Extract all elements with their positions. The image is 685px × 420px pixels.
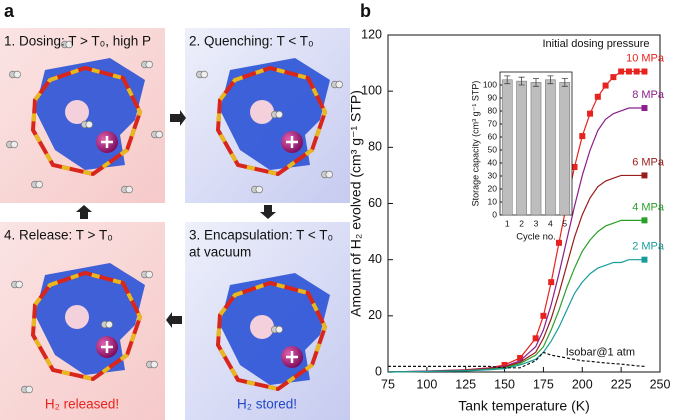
- marker: [517, 354, 524, 361]
- series-label: 6 MPa: [632, 156, 665, 168]
- panel-label: a: [4, 1, 15, 21]
- x-axis-label: Cycle no.: [516, 232, 556, 243]
- y-tick-label: 40: [488, 157, 498, 167]
- bar: [545, 79, 556, 216]
- step-title: 4. Release: T > T₀: [4, 228, 113, 243]
- x-tick-label: 1: [505, 218, 510, 228]
- panel-a: a 1. Dosing: T > T₀, high P 2. Quenching…: [0, 1, 350, 420]
- x-tick-label: 75: [381, 377, 395, 391]
- marker: [594, 93, 601, 100]
- panel-b: b75 100 125 150 175 200 225 250020406080100120T…: [348, 1, 671, 414]
- x-tick-label: 250: [650, 377, 671, 391]
- error-bar: [547, 75, 554, 85]
- annotation: Initial dosing pressure: [542, 38, 649, 50]
- marker: [587, 110, 594, 117]
- status: H₂ stored!: [237, 397, 297, 412]
- step-note: at vacuum: [189, 245, 251, 260]
- x-tick-label: 125: [455, 377, 476, 391]
- marker: [633, 68, 640, 75]
- y-tick-label: 80: [488, 105, 498, 115]
- y-tick-label: 10: [488, 196, 498, 206]
- x-axis-label: Tank temperature (K): [458, 398, 590, 414]
- flow-arrows: [76, 110, 276, 328]
- y-tick-label: 80: [368, 140, 382, 154]
- y-tick-label: 70: [488, 118, 498, 128]
- series-label: Isobar@1 atm: [566, 346, 635, 358]
- series-label: 8 MPa: [632, 89, 665, 101]
- y-tick-label: 60: [368, 196, 382, 210]
- series-line: [388, 351, 645, 369]
- status: H₂ released!: [45, 397, 119, 412]
- x-tick-label: 225: [611, 377, 632, 391]
- error-bar: [533, 78, 539, 87]
- marker: [641, 105, 648, 112]
- marker: [618, 68, 625, 75]
- y-tick-label: 30: [488, 170, 498, 180]
- bar: [530, 82, 542, 216]
- error-bar: [518, 76, 525, 86]
- marker: [548, 279, 555, 286]
- marker: [641, 217, 648, 224]
- y-tick-label: 90: [488, 92, 498, 102]
- marker: [610, 74, 617, 81]
- bar: [516, 80, 527, 216]
- y-axis-label: Amount of H₂ evolved (cm³ g⁻¹ STP): [348, 90, 364, 317]
- y-tick-label: 100: [361, 83, 382, 97]
- marker: [501, 361, 508, 368]
- marker: [641, 256, 648, 263]
- error-bar: [504, 75, 511, 85]
- series-line: [387, 219, 645, 373]
- marker: [625, 68, 632, 75]
- marker: [571, 163, 578, 170]
- y-tick-label: 0: [375, 364, 382, 378]
- x-tick-label: 100: [416, 377, 437, 391]
- y-tick-label: 50: [488, 144, 498, 154]
- x-tick-label: 4: [548, 218, 553, 228]
- y-tick-label: 60: [488, 131, 498, 141]
- marker: [602, 82, 609, 89]
- y-tick-label: 0: [492, 209, 497, 219]
- y-tick-label: 20: [368, 308, 382, 322]
- y-tick-label: 20: [488, 183, 498, 193]
- marker: [641, 68, 648, 75]
- error-bar: [561, 78, 568, 87]
- y-tick-label: 40: [368, 252, 382, 266]
- series-label: 10 MPa: [626, 52, 665, 64]
- series-line: [387, 259, 645, 373]
- marker: [641, 172, 648, 179]
- series-label: 2 MPa: [632, 241, 665, 253]
- marker: [532, 335, 539, 342]
- marker: [540, 312, 547, 319]
- panel-label: b: [360, 1, 371, 21]
- x-tick-label: 3: [534, 218, 539, 228]
- y-axis-label: Storage capacity (cm³ g⁻¹ STP): [470, 81, 480, 207]
- series-label: 4 MPa: [632, 201, 665, 213]
- marker: [555, 239, 562, 246]
- x-tick-label: 200: [572, 377, 593, 391]
- marker: [579, 133, 586, 140]
- bar: [559, 82, 571, 216]
- step-title: 2. Quenching: T < T₀: [189, 34, 314, 49]
- x-tick-label: 2: [519, 218, 524, 228]
- step-title: 3. Encapsulation: T < T₀: [189, 228, 333, 243]
- y-tick-label: 120: [361, 27, 382, 41]
- x-tick-label: 150: [494, 377, 515, 391]
- x-tick-label: 5: [562, 218, 567, 228]
- step-title: 1. Dosing: T > T₀, high P: [4, 34, 151, 49]
- y-tick-label: 100: [483, 79, 497, 89]
- bar: [501, 79, 513, 216]
- x-tick-label: 175: [533, 377, 554, 391]
